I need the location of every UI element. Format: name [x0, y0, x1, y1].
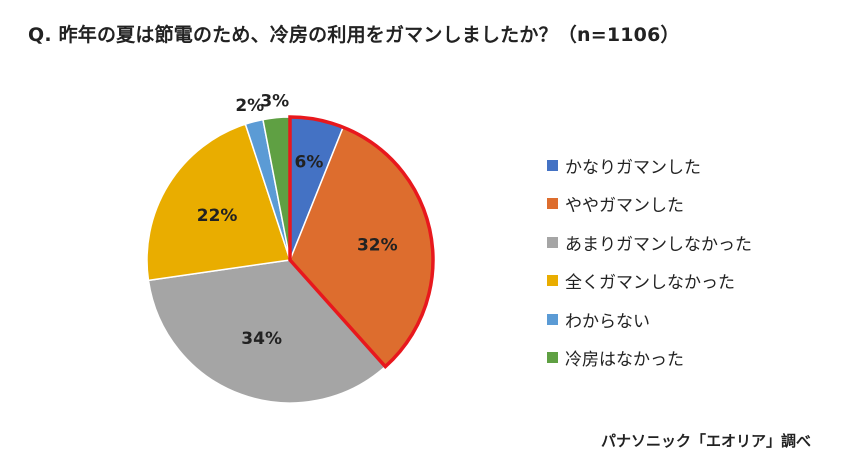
legend-item: あまりガマンしなかった — [547, 223, 752, 262]
legend-label: あまりガマンしなかった — [565, 234, 752, 255]
source-note: パナソニック「エオリア」調べ — [600, 432, 811, 450]
legend-label: かなりガマンした — [565, 157, 701, 178]
legend-label: 全くガマンしなかった — [565, 273, 735, 294]
slice-value-label: 22% — [197, 206, 238, 226]
slice-value-label: 2% — [235, 96, 264, 116]
legend-label: ややガマンした — [565, 196, 684, 217]
slice-value-label: 6% — [295, 153, 324, 173]
legend-label: わからない — [565, 311, 650, 332]
slice-value-label: 3% — [260, 92, 289, 112]
slice-value-label: 34% — [241, 329, 282, 349]
legend-swatch — [547, 352, 558, 364]
legend-item: ややガマンした — [547, 185, 752, 224]
legend-swatch — [547, 236, 558, 248]
legend-swatch — [547, 275, 558, 287]
chart-legend: かなりガマンした ややガマンしたあまりガマンしなかった 全くガマンしなかった わからな… — [547, 146, 752, 377]
highlight-outline — [288, 115, 435, 370]
legend-swatch — [547, 313, 558, 325]
legend-swatch — [547, 198, 558, 210]
legend-item: かなりガマンした — [547, 146, 752, 185]
legend-item: 冷房はなかった — [547, 339, 752, 378]
legend-item: 全くガマンしなかった — [547, 262, 752, 301]
legend-item: わからない — [547, 300, 752, 339]
legend-swatch — [547, 159, 558, 171]
slice-value-label: 32% — [357, 236, 398, 256]
pie-slice — [146, 123, 291, 282]
legend-label: 冷房はなかった — [565, 350, 684, 371]
pie-slice — [147, 259, 387, 404]
chart-title: Q. 昨年の夏は節電のため、冷房の利用をガマンしましたか？（n=1106） — [28, 24, 680, 46]
